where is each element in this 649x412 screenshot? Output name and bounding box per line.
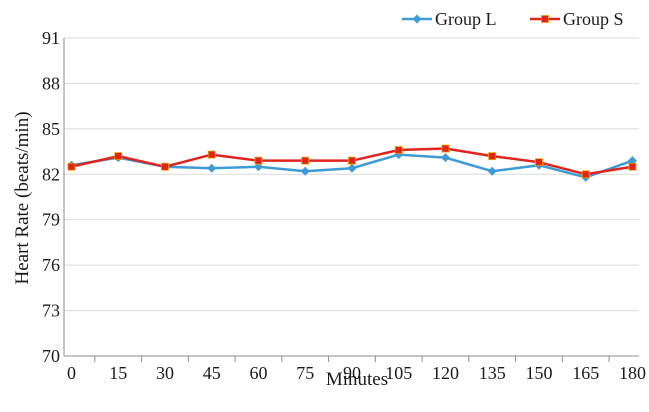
axes [63,38,639,362]
data-point [254,156,263,165]
data-point [347,163,357,173]
y-tick-label: 88 [42,73,60,93]
x-tick-label: 90 [343,363,361,383]
data-point [300,166,310,176]
x-tick-label: 180 [619,363,646,383]
data-point [301,156,310,165]
y-tick-label: 85 [42,119,60,139]
y-tick-label: 91 [42,28,60,48]
y-tick-labels: 70 73 76 79 82 85 88 91 [42,28,60,366]
legend-marker [541,15,549,23]
y-axis-title: Heart Rate (beats/min) [12,111,33,284]
data-point [114,152,123,161]
data-point [535,158,543,167]
y-tick-label: 76 [42,255,60,275]
legend-marker [412,14,422,24]
x-axis-title: Minutes [326,369,388,390]
data-point [487,166,497,176]
y-tick-label: 73 [42,301,60,321]
x-tick-labels: 0 15 30 45 60 75 90 105 120 135 150 165 180 [67,363,646,383]
series-group-s [67,144,637,179]
legend-label: Group S [563,9,624,29]
x-tick-label: 75 [296,363,314,383]
data-point [581,170,590,179]
data-point [67,162,76,171]
data-point [628,162,637,171]
legend-item: Group L [402,9,497,29]
x-tick-label: 105 [385,363,412,383]
x-tick-label: 0 [67,363,76,383]
legend-item: Group S [530,9,624,29]
data-point [394,146,403,154]
data-point [441,144,450,153]
legend-label: Group L [435,9,497,29]
data-point [207,163,217,173]
data-point [488,152,497,161]
y-tick-label: 82 [42,164,60,184]
y-tick-label: 79 [42,210,60,230]
x-tick-label: 135 [479,363,506,383]
legend: Group L Group S [402,9,624,29]
data-point [348,156,356,165]
x-tick-label: 30 [156,363,174,383]
gridlines [64,37,639,312]
x-tick-label: 15 [109,363,127,383]
x-tick-label: 60 [249,363,267,383]
x-tick-label: 165 [572,363,599,383]
series-group [66,144,637,182]
y-tick-label: 70 [42,346,60,366]
data-point [440,153,450,163]
x-tick-label: 45 [203,363,221,383]
data-point [161,162,169,171]
x-tick-label: 120 [432,363,459,383]
data-point [207,150,216,159]
x-tick-label: 150 [525,363,552,383]
